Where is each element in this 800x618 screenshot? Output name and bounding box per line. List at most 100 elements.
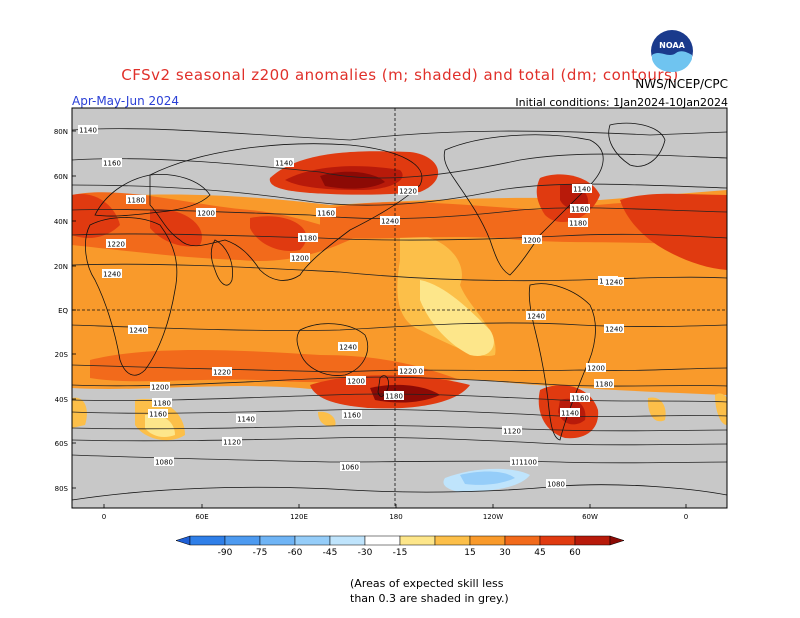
colorbar-label: -45 xyxy=(323,548,338,558)
colorbar-box xyxy=(434,535,471,546)
contour-label: 1180 xyxy=(298,233,318,243)
contour-value: 1080 xyxy=(155,459,173,467)
lat-tick-label: 80S xyxy=(55,485,69,493)
contour-label: 1120 xyxy=(222,437,242,447)
contour-label: 1240 xyxy=(604,277,624,287)
contour-label: 1200 xyxy=(522,235,542,245)
contour-label: 1140 xyxy=(560,408,580,418)
contour-value: 1060 xyxy=(341,464,359,472)
contour-label: 1180 xyxy=(384,391,404,401)
contour-value: 1120 xyxy=(223,439,241,447)
contour-label: 1160 xyxy=(102,158,122,168)
contour-label: 1060 xyxy=(340,462,360,472)
contour-value: 1180 xyxy=(153,400,171,408)
contour-label: 1140 xyxy=(78,125,98,135)
contour-label: 1200 xyxy=(586,363,606,373)
noaa-logo: NOAA xyxy=(651,30,693,72)
colorbar-label: -60 xyxy=(288,548,303,558)
contour-label: 1240 xyxy=(526,311,546,321)
contour-value: 1160 xyxy=(103,160,121,168)
colorbar-box xyxy=(539,535,576,546)
contour-value: 1140 xyxy=(573,186,591,194)
contour-label: 1200 xyxy=(346,376,366,386)
contour-label: 1240 xyxy=(380,216,400,226)
initial-conditions: Initial conditions: 1Jan2024-10Jan2024 xyxy=(515,96,728,109)
contour-value: 1240 xyxy=(339,344,357,352)
colorbar-label: 45 xyxy=(534,548,545,558)
contour-label: 1200 xyxy=(196,208,216,218)
colorbar-arrow-right xyxy=(609,535,625,546)
contour-label: 1220 xyxy=(398,186,418,196)
contour-value: 1180 xyxy=(127,197,145,205)
contour-value: 1180 xyxy=(385,393,403,401)
lat-tick-label: 40N xyxy=(54,218,68,226)
contour-label: 1140 xyxy=(274,158,294,168)
contour-label: 1240 xyxy=(338,342,358,352)
lon-tick-label: 120E xyxy=(290,513,308,521)
contour-value: 1140 xyxy=(79,127,97,135)
contour-label: 1080 xyxy=(546,479,566,489)
contour-value: 1140 xyxy=(561,410,579,418)
contour-value: 1200 xyxy=(523,237,541,245)
contour-label: 1240 xyxy=(128,325,148,335)
contour-label: 1180 xyxy=(152,398,172,408)
contour-labels: 1140 1160 1180 1200 1220 1240 1140 1160 1180 1200… xyxy=(78,125,624,489)
contour-label: 1240 xyxy=(604,324,624,334)
contour-value: 1120 xyxy=(503,428,521,436)
contour-label: 1160 xyxy=(316,208,336,218)
contour-value: 1160 xyxy=(317,210,335,218)
forecast-period: Apr-May-Jun 2024 xyxy=(72,94,180,108)
lat-tick-label: 40S xyxy=(55,396,69,404)
colorbar-label: 15 xyxy=(464,548,475,558)
chart-title: CFSv2 seasonal z200 anomalies (m; shaded… xyxy=(121,66,679,84)
colorbar-label: -15 xyxy=(393,548,408,558)
contour-value: 1080 xyxy=(547,481,565,489)
contour-label: 1240 xyxy=(102,269,122,279)
contour-value: 1200 xyxy=(587,365,605,373)
lat-tick-label: 80N xyxy=(54,128,68,136)
contour-value: 1240 xyxy=(381,218,399,226)
contour-value: 1200 xyxy=(347,378,365,386)
contour-label: 1180 xyxy=(594,379,614,389)
colorbar-box xyxy=(189,535,226,546)
colorbar-label: 60 xyxy=(569,548,581,558)
contour-label: 1220 xyxy=(106,239,126,249)
contour-label: 1220 xyxy=(398,366,418,376)
lat-tick-label: 60S xyxy=(55,440,69,448)
footnote-line2: than 0.3 are shaded in grey.) xyxy=(350,592,509,605)
lon-tick-label: 0 xyxy=(684,513,688,521)
colorbar-box xyxy=(469,535,506,546)
axis-ticks: 80N 60N 40N 20N EQ 20S 40S 60S 80S 0 60E 120E 180 120… xyxy=(54,128,688,521)
contour-value: 1180 xyxy=(299,235,317,243)
contour-value: 1220 xyxy=(399,188,417,196)
contour-value: 1200 xyxy=(151,384,169,392)
contour-label: 1160 xyxy=(342,410,362,420)
contour-value: 1180 xyxy=(569,220,587,228)
map-field xyxy=(72,108,727,508)
colorbar: -90 -75 -60 -45 -30 -15 15 30 45 60 xyxy=(175,535,625,558)
logo-text: NOAA xyxy=(659,41,685,50)
colorbar-label: -30 xyxy=(358,548,373,558)
contour-label: 1080 xyxy=(154,457,174,467)
contour-value: 1100 xyxy=(519,459,537,467)
colorbar-label: -75 xyxy=(253,548,268,558)
lat-tick-label: EQ xyxy=(58,307,68,315)
colorbar-label: -90 xyxy=(218,548,233,558)
colorbar-box xyxy=(329,535,366,546)
lat-tick-label: 20N xyxy=(54,263,68,271)
contour-value: 1160 xyxy=(149,411,167,419)
colorbar-arrow-left xyxy=(175,535,191,546)
contour-value: 1160 xyxy=(571,395,589,403)
footnote-line1: (Areas of expected skill less xyxy=(350,577,504,590)
contour-label: 1160 xyxy=(570,393,590,403)
lat-tick-label: 60N xyxy=(54,173,68,181)
contour-label: 1140 xyxy=(572,184,592,194)
contour-value: 1160 xyxy=(571,206,589,214)
colorbar-box xyxy=(574,535,611,546)
agency-label: NWS/NCEP/CPC xyxy=(635,77,728,91)
colorbar-box xyxy=(504,535,541,546)
lon-tick-label: 120W xyxy=(483,513,503,521)
contour-value: 1240 xyxy=(605,326,623,334)
contour-label: 1160 xyxy=(570,204,590,214)
